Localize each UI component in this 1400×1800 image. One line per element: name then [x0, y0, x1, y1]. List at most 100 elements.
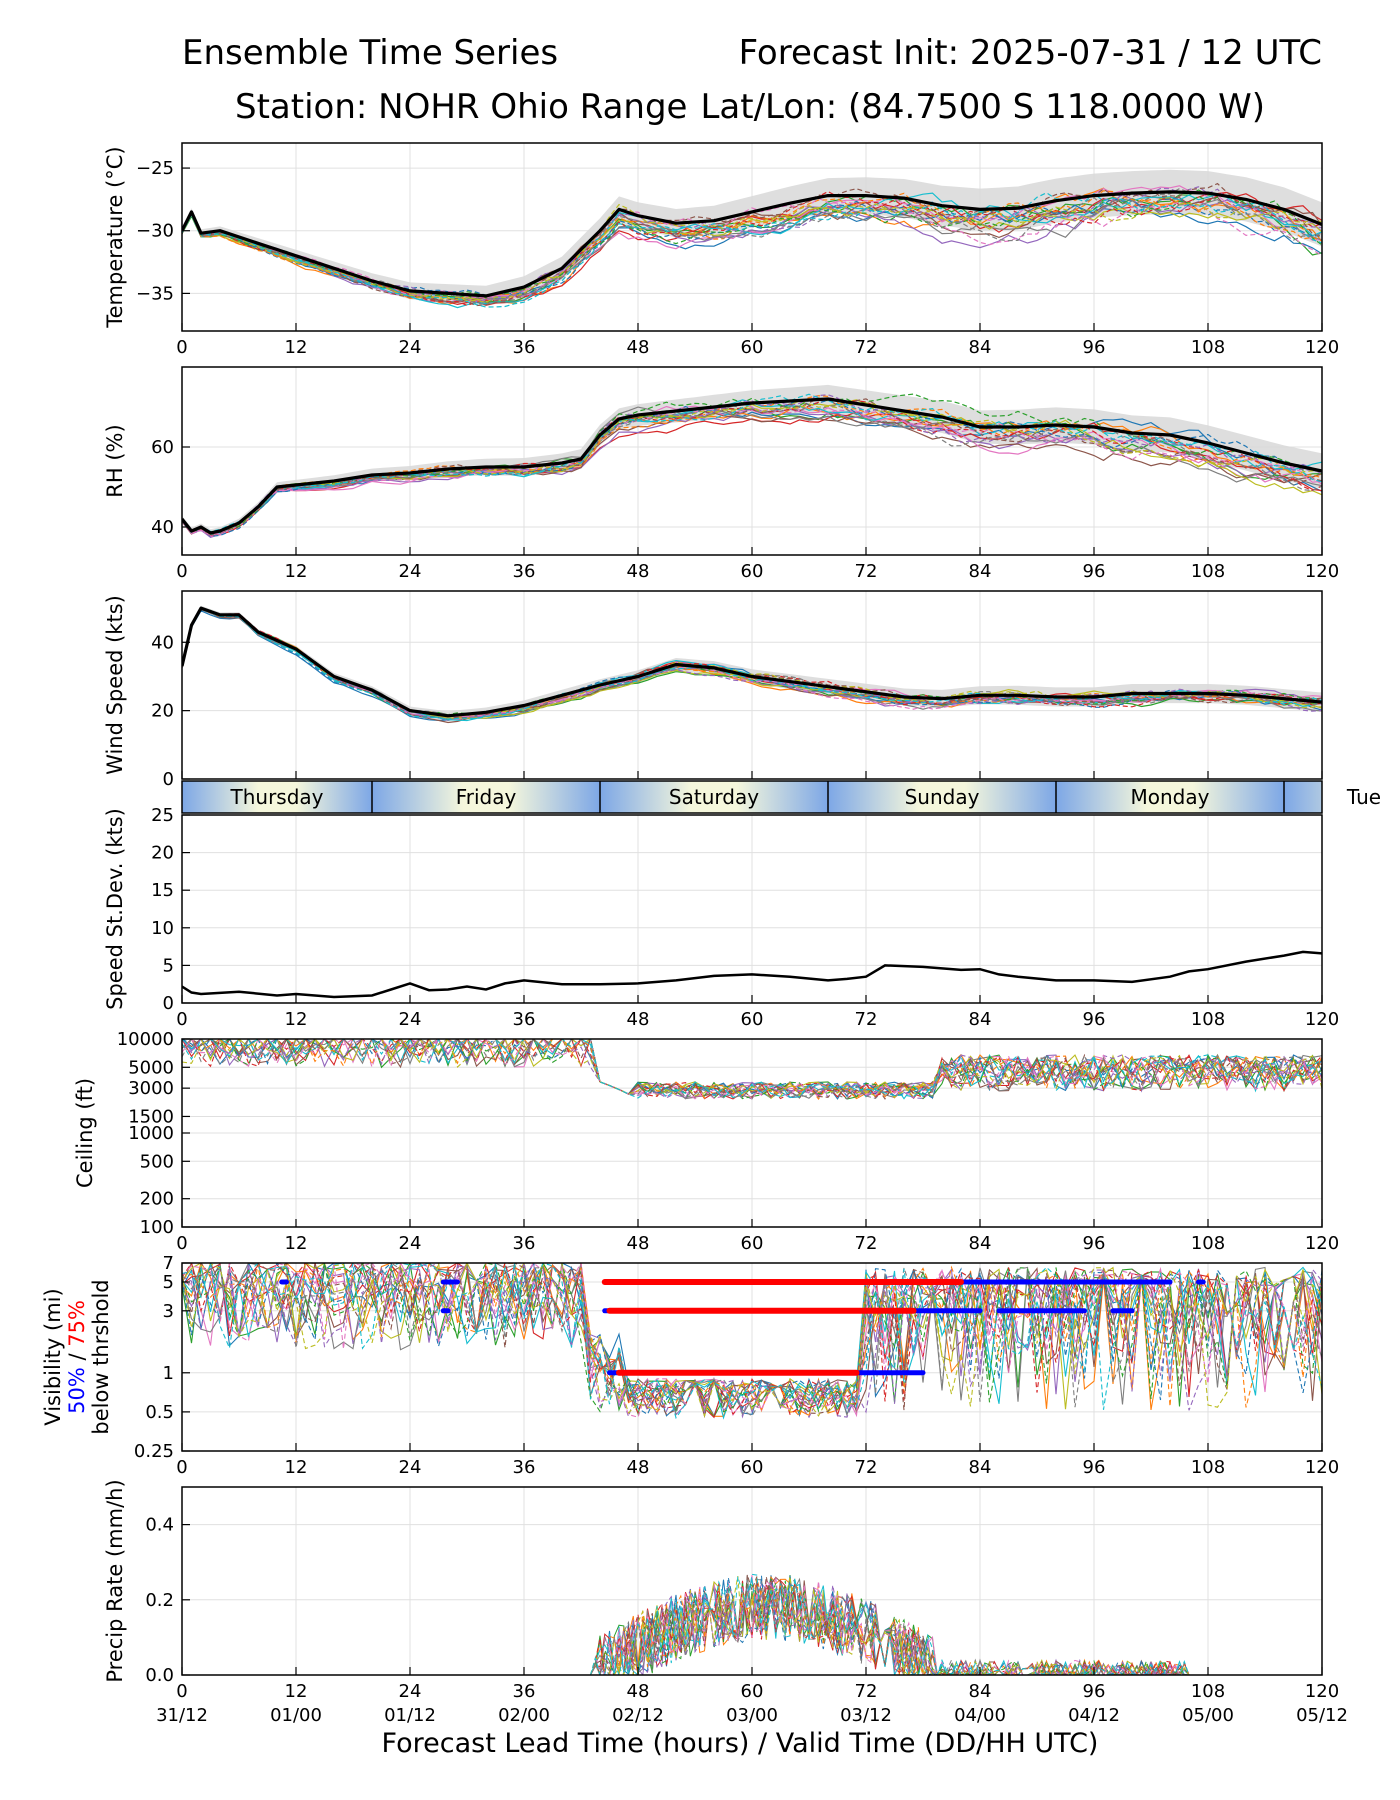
y-tick-label: 60 — [151, 437, 174, 458]
x-tick-label: 48 — [627, 1681, 650, 1702]
precip-member-line — [182, 1575, 1322, 1675]
precip-member-line — [182, 1573, 1322, 1675]
x-tick-label: 0 — [176, 1681, 187, 1702]
x-axis-label: Forecast Lead Time (hours) / Valid Time … — [382, 1728, 1099, 1759]
x-tick-label: 120 — [1305, 1681, 1339, 1702]
plot-area — [182, 950, 1322, 999]
plot-area — [182, 169, 1322, 309]
x-tick-label: 24 — [399, 1009, 422, 1030]
ensemble-member-line — [182, 399, 1322, 538]
y-tick-label: 25 — [151, 805, 174, 826]
valid-time-label: 05/12 — [1296, 1705, 1348, 1726]
panel-3: 0 20 40 Wind Speed (kts) — [103, 590, 1323, 790]
y-axis-label: Precip Rate (mm/h) — [103, 1479, 127, 1682]
ensemble-member-line — [182, 404, 1322, 534]
x-tick-label: 84 — [969, 1681, 992, 1702]
ceiling-member-line — [182, 1039, 1322, 1098]
plot-area — [182, 1039, 1322, 1100]
ensemble-member-line — [182, 608, 1322, 720]
grid-lines — [181, 1038, 1323, 1228]
ceiling-member-line — [182, 1039, 1322, 1100]
y-tick-label: 15 — [151, 880, 174, 901]
y-tick-label: −30 — [136, 221, 174, 242]
x-tick-label: 84 — [969, 1233, 992, 1254]
plot-area — [182, 384, 1322, 538]
y-tick-label: 7 — [163, 1253, 174, 1274]
y-tick-label: 0.2 — [145, 1590, 174, 1611]
y-tick-label: 20 — [151, 843, 174, 864]
visibility-member-line — [182, 1263, 1322, 1420]
x-tick-label: 72 — [855, 1681, 878, 1702]
x-tick-label: 96 — [1083, 1009, 1106, 1030]
visibility-member-line — [182, 1263, 1322, 1416]
x-tick-label: 36 — [513, 561, 536, 582]
y-axis-label: RH (%) — [103, 424, 127, 497]
precip-member-line — [182, 1579, 1322, 1675]
precip-member-line — [182, 1578, 1322, 1675]
precip-member-line — [182, 1580, 1322, 1675]
ensemble-member-line — [182, 192, 1322, 308]
label-75-pct: 75% — [65, 1300, 89, 1347]
y-tick-label: 100 — [140, 1217, 174, 1238]
x-tick-label: 108 — [1191, 561, 1225, 582]
day-band — [182, 781, 372, 813]
y-axis-label: Speed St.Dev. (kts) — [103, 808, 127, 1010]
x-tick-label: 60 — [741, 1457, 764, 1478]
ensemble-member-line — [182, 607, 1322, 718]
x-tick-label: 120 — [1305, 561, 1339, 582]
y-tick-label: 1000 — [128, 1123, 174, 1144]
x-tick-label: 0 — [176, 1233, 187, 1254]
x-tick-label: 96 — [1083, 561, 1106, 582]
x-tick-label: 108 — [1191, 1457, 1225, 1478]
label-sep: / — [65, 1347, 89, 1367]
ensemble-member-line — [182, 190, 1322, 300]
x-tick-label: 24 — [399, 1457, 422, 1478]
x-tick-label: 108 — [1191, 337, 1225, 358]
y-tick-label: 3 — [163, 1301, 174, 1322]
x-tick-label: 0 — [176, 1457, 187, 1478]
ceiling-member-line — [182, 1039, 1322, 1100]
x-tick-label: 60 — [741, 1681, 764, 1702]
station-latlon: Lat/Lon: (84.7500 S 118.0000 W) — [700, 87, 1265, 127]
x-tick-label: 24 — [399, 1681, 422, 1702]
precip-member-line — [182, 1576, 1322, 1675]
y-tick-label: 0.4 — [145, 1515, 174, 1536]
ensemble-member-line — [182, 402, 1322, 536]
x-tick-label: 24 — [399, 1233, 422, 1254]
valid-time-label: 31/12 — [156, 1705, 208, 1726]
valid-time-label: 03/00 — [726, 1705, 778, 1726]
y-axis-label-pct: 50% / 75% — [65, 1300, 89, 1414]
x-tick-label: 84 — [969, 561, 992, 582]
valid-time-label: 05/00 — [1182, 1705, 1234, 1726]
x-tick-label: 36 — [513, 1457, 536, 1478]
day-band — [372, 781, 600, 813]
x-tick-label: 12 — [285, 1457, 308, 1478]
ensemble-member-line — [182, 402, 1322, 535]
ensemble-member-line — [182, 397, 1322, 534]
y-tick-label: 0 — [163, 769, 174, 790]
ceiling-member-line — [182, 1039, 1322, 1099]
ensemble-member-line — [182, 607, 1322, 718]
precip-member-line — [182, 1576, 1322, 1675]
x-tick-label: 84 — [969, 337, 992, 358]
y-tick-label: 1 — [163, 1363, 174, 1384]
x-tick-label: 84 — [969, 1009, 992, 1030]
label-50-pct: 50% — [65, 1367, 89, 1414]
panel-1: −35 −30 −25 0 12 24 36 48 60 72 84 96 108 120 Temperat… — [103, 142, 1339, 358]
precip-member-line — [182, 1575, 1322, 1675]
y-axis-label: Ceiling (ft) — [73, 1078, 97, 1188]
visibility-member-line — [182, 1263, 1322, 1418]
day-label-monday: Monday — [1131, 785, 1210, 809]
visibility-member-line — [182, 1263, 1322, 1414]
x-tick-label: 120 — [1305, 1457, 1339, 1478]
day-strip — [182, 781, 1322, 813]
x-tick-label: 96 — [1083, 337, 1106, 358]
x-tick-label: 72 — [855, 1233, 878, 1254]
ensemble-member-line — [182, 197, 1322, 304]
ensemble-mean-line — [182, 606, 1322, 718]
valid-time-label: 02/00 — [498, 1705, 550, 1726]
y-tick-label: 1500 — [128, 1106, 174, 1127]
precip-member-line — [182, 1580, 1322, 1675]
